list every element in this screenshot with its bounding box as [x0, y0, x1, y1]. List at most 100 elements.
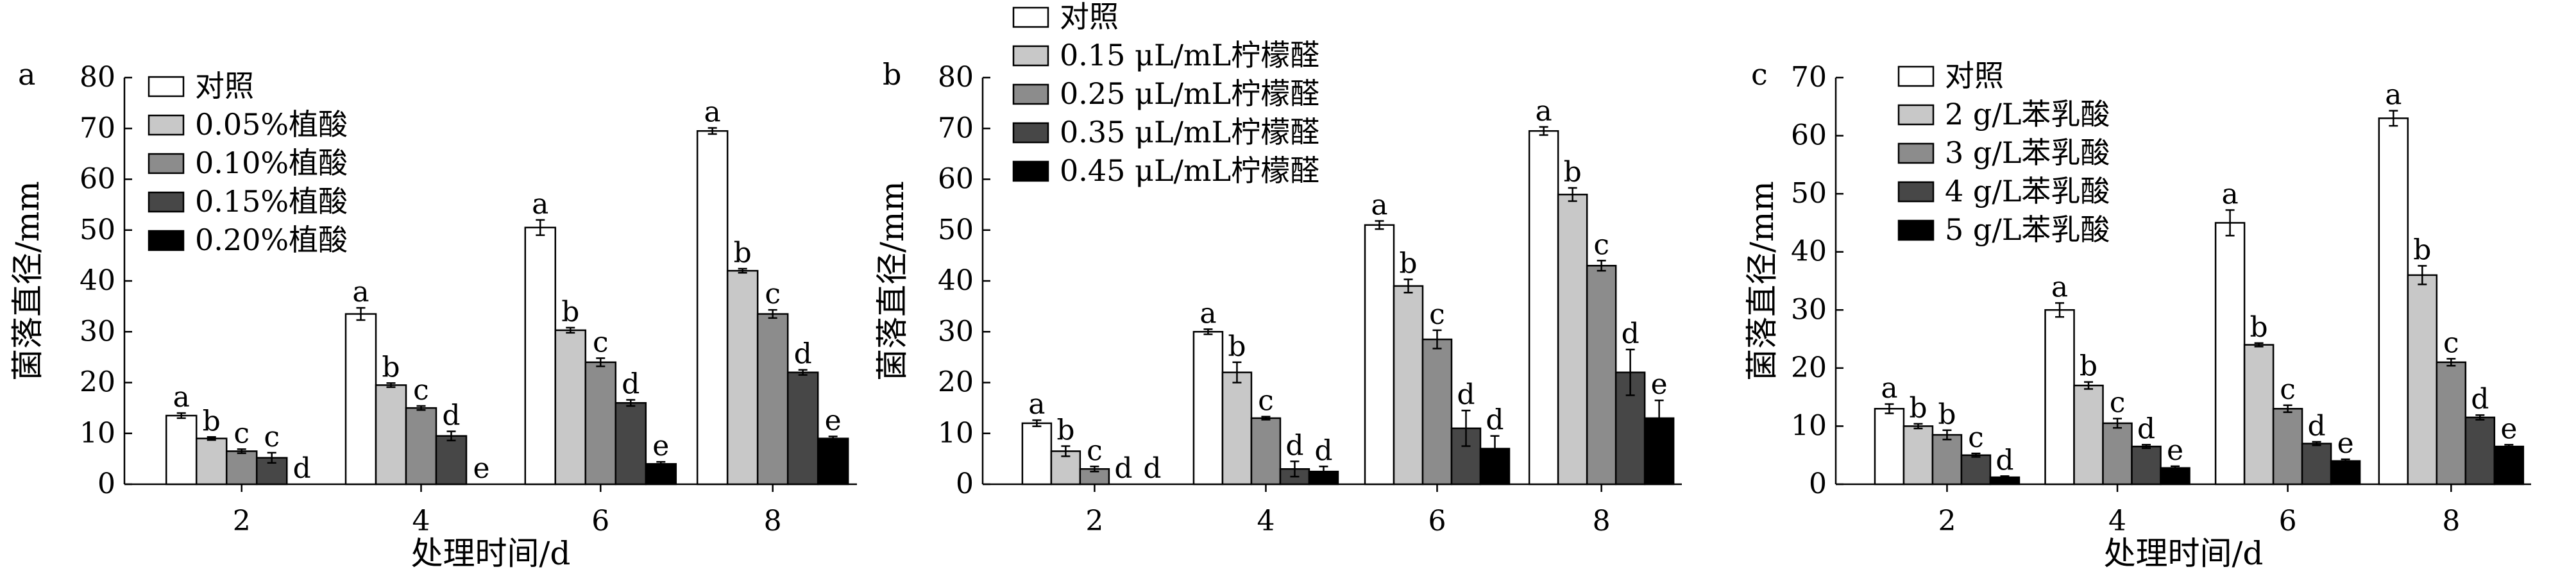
- significance-label: e: [2337, 427, 2354, 460]
- x-tick-label: 6: [1428, 505, 1446, 537]
- legend: 对照 0.05%植酸 0.10%植酸 0.15%植酸 0.20%植酸: [148, 69, 348, 257]
- bar: [1364, 224, 1395, 486]
- significance-label: d: [1143, 452, 1161, 485]
- bar: [2272, 408, 2303, 486]
- x-tick-label: 6: [591, 505, 609, 537]
- bar: [2044, 309, 2075, 486]
- significance-label: d: [293, 452, 311, 485]
- significance-label: d: [1285, 429, 1303, 462]
- legend-swatch: [148, 191, 185, 213]
- panel-label: a: [18, 57, 35, 92]
- legend-swatch: [1012, 83, 1049, 105]
- y-tick-label: 10: [1791, 409, 1827, 442]
- significance-label: d: [442, 400, 460, 432]
- legend-swatch: [148, 76, 185, 97]
- legend-swatch: [1897, 219, 1935, 241]
- y-tick-label: 70: [80, 112, 115, 144]
- significance-label: a: [1536, 95, 1552, 128]
- bar: [524, 226, 557, 486]
- significance-label: a: [1028, 388, 1045, 421]
- bar: [2131, 445, 2162, 486]
- bar: [2464, 416, 2496, 486]
- y-tick-label: 60: [1791, 119, 1827, 152]
- legend-swatch: [1897, 65, 1935, 87]
- significance-label: c: [1968, 421, 1984, 454]
- y-tick-label: 50: [938, 214, 974, 246]
- legend-label: 0.10%植酸: [195, 146, 348, 180]
- significance-label: c: [593, 326, 609, 359]
- x-axis-title: 处理时间/d: [411, 535, 571, 572]
- y-tick-label: 50: [1791, 177, 1827, 210]
- y-tick-label: 60: [80, 163, 115, 196]
- legend-label: 对照: [195, 69, 254, 103]
- bar: [1393, 285, 1424, 486]
- significance-label: c: [413, 374, 429, 407]
- x-tick-label: 2: [1085, 505, 1103, 537]
- bar: [584, 361, 617, 486]
- bar: [786, 371, 819, 486]
- legend-label: 4 g/L苯乳酸: [1945, 174, 2110, 208]
- y-tick-label: 60: [938, 163, 974, 196]
- legend-label: 2 g/L苯乳酸: [1945, 97, 2110, 131]
- y-tick-label: 70: [938, 112, 974, 144]
- bar: [2102, 422, 2133, 486]
- significance-label: b: [1056, 414, 1074, 447]
- significance-label: c: [765, 278, 781, 310]
- legend-label: 0.20%植酸: [195, 223, 348, 257]
- bar: [645, 463, 677, 486]
- y-tick-label: 30: [1791, 293, 1827, 326]
- bar: [1902, 425, 1934, 486]
- significance-label: c: [264, 421, 280, 453]
- bar: [1528, 130, 1559, 486]
- y-tick-label: 20: [80, 366, 115, 399]
- bar: [1021, 422, 1053, 486]
- significance-label: c: [1593, 228, 1609, 261]
- x-tick-label: 4: [412, 505, 430, 537]
- significance-label: a: [532, 188, 548, 221]
- significance-label: b: [1909, 392, 1927, 425]
- significance-label: e: [825, 405, 842, 437]
- x-tick-label: 6: [2279, 505, 2297, 537]
- significance-label: e: [1651, 368, 1668, 401]
- bar: [165, 414, 198, 486]
- legend: 对照 0.15 μL/mL柠檬醛 0.25 μL/mL柠檬醛 0.35 μL/mL柠檬…: [1012, 0, 1319, 188]
- bar: [1250, 417, 1282, 486]
- bar: [696, 130, 729, 486]
- bar: [195, 437, 228, 486]
- legend-label: 对照: [1060, 0, 1119, 34]
- bar: [2407, 274, 2438, 486]
- legend-swatch: [1012, 6, 1049, 28]
- bar: [405, 407, 437, 486]
- significance-label: a: [2051, 271, 2068, 303]
- bar: [1557, 194, 1588, 486]
- significance-label: a: [1371, 189, 1387, 221]
- significance-label: b: [2080, 350, 2097, 383]
- significance-label: b: [2413, 233, 2431, 266]
- legend-label: 0.35 μL/mL柠檬醛: [1060, 115, 1319, 149]
- significance-label: e: [2167, 434, 2183, 467]
- significance-label: c: [2110, 387, 2126, 419]
- legend-label: 3 g/L苯乳酸: [1945, 135, 2110, 170]
- y-tick-label: 40: [1791, 235, 1827, 268]
- bar: [2160, 467, 2190, 486]
- y-tick-label: 40: [938, 264, 974, 297]
- significance-label: c: [2280, 373, 2296, 406]
- y-axis-title: 菌落直径/mm: [9, 181, 46, 381]
- legend-swatch: [1012, 160, 1049, 182]
- legend-label: 0.15 μL/mL柠檬醛: [1060, 38, 1319, 72]
- legend-label: 对照: [1945, 58, 2004, 93]
- significance-label: d: [2308, 410, 2326, 443]
- x-tick-label: 4: [2108, 505, 2126, 537]
- legend-label: 0.25 μL/mL柠檬醛: [1060, 76, 1319, 111]
- significance-label: a: [2385, 79, 2402, 112]
- legend-swatch: [1012, 122, 1049, 144]
- y-tick-label: 20: [1791, 351, 1827, 384]
- bar: [2214, 222, 2246, 486]
- bar: [614, 401, 647, 486]
- legend-swatch: [148, 230, 185, 251]
- significance-label: b: [1938, 398, 1956, 431]
- bar: [344, 313, 377, 486]
- significance-label: a: [1199, 297, 1216, 330]
